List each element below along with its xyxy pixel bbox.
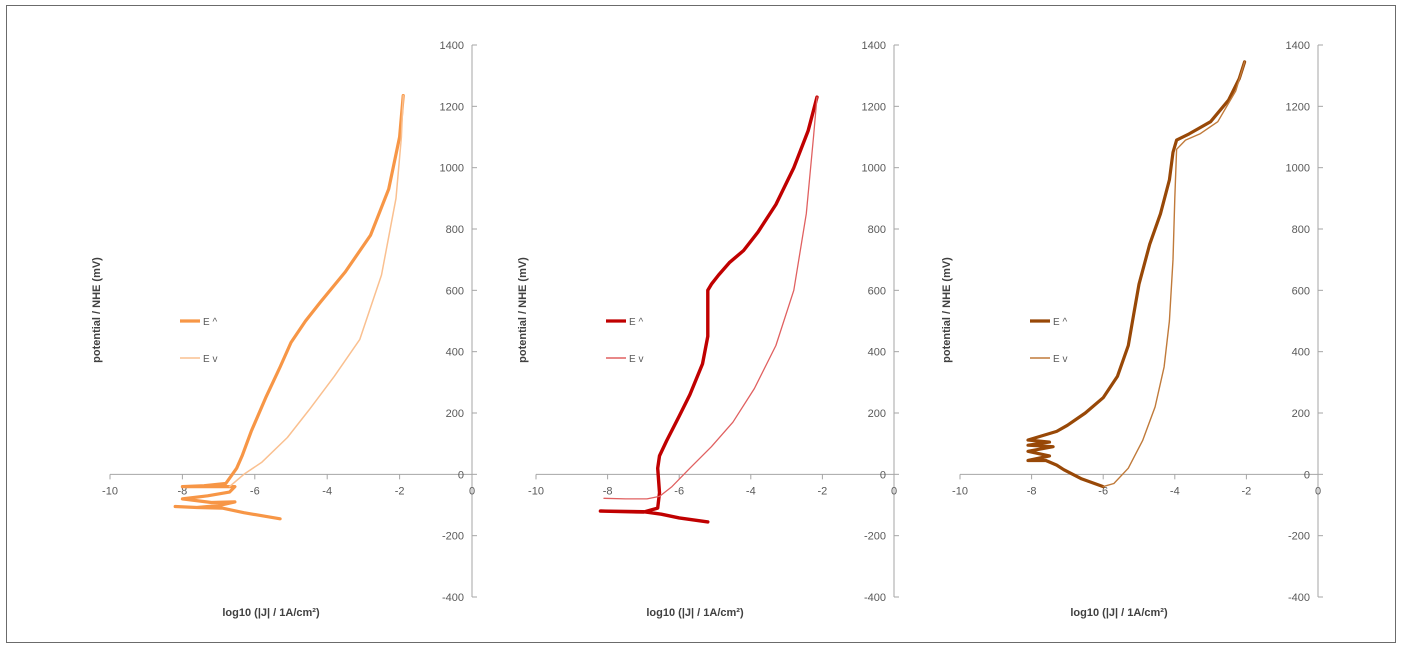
y-tick-label: 200 (446, 408, 464, 420)
legend-label: E ^ (629, 317, 643, 328)
y-tick-label: 800 (446, 224, 464, 236)
x-tick-label: -10 (952, 485, 968, 497)
y-tick-label: 200 (868, 408, 886, 420)
y-tick-label: -400 (864, 592, 886, 604)
chart-panel-3: -10 -8 -6 -4 -2 0 1400 1200 1000 800 600 400 200 0 -20… (941, 40, 1323, 619)
x-tick-label: -10 (528, 485, 544, 497)
x-tick-label: -2 (1242, 485, 1252, 497)
y-axis-title: potential / NHE (mV) (517, 257, 529, 363)
figure-frame (6, 5, 1396, 643)
y-tick-label: 1400 (440, 40, 464, 52)
series-line-1 (598, 95, 819, 524)
x-tick-label: 0 (891, 485, 897, 497)
y-tick-label: 600 (868, 285, 886, 297)
y-tick-label: 1200 (862, 101, 886, 113)
x-tick-label: -10 (102, 485, 118, 497)
x-axis-title: log10 (|J| / 1A/cm²) (222, 607, 320, 619)
legend-label: E ^ (203, 317, 217, 328)
y-tick-label: 0 (458, 469, 464, 481)
y-tick-label: 400 (1292, 347, 1310, 359)
legend-label: E ^ (1053, 317, 1067, 328)
y-tick-label: -200 (864, 531, 886, 543)
y-tick-label: 1000 (862, 163, 886, 175)
y-tick-label: 200 (1292, 408, 1310, 420)
y-tick-label: 600 (446, 285, 464, 297)
chart-panel-2: -10 -8 -6 -4 -2 0 1400 1200 1000 800 600 400 200 0 -20… (517, 40, 899, 619)
x-tick-label: -6 (250, 485, 260, 497)
y-tick-label: 400 (446, 347, 464, 359)
chart-panel-1: -10 -8 -6 -4 -2 0 1400 1200 1000 800 600 400 200 0 -20… (91, 40, 477, 619)
x-tick-label: -4 (322, 485, 332, 497)
x-tick-label: -2 (395, 485, 405, 497)
y-tick-label: 1200 (440, 101, 464, 113)
y-tick-label: 1200 (1286, 101, 1310, 113)
y-axis-title: potential / NHE (mV) (941, 257, 953, 363)
x-tick-label: 0 (469, 485, 475, 497)
y-tick-label: 1400 (1286, 40, 1310, 52)
x-tick-label: -4 (1170, 485, 1180, 497)
series-line-2 (228, 94, 404, 488)
y-tick-label: 0 (1304, 469, 1310, 481)
series-line-1 (1026, 60, 1247, 489)
x-tick-label: -8 (603, 485, 613, 497)
x-tick-label: -6 (1098, 485, 1108, 497)
y-tick-label: -400 (1288, 592, 1310, 604)
series-line-1 (173, 94, 405, 521)
series-line-2 (1102, 61, 1246, 488)
legend-label: E v (203, 354, 217, 365)
legend-label: E v (1053, 354, 1067, 365)
series-line-2 (603, 96, 818, 500)
y-tick-label: -200 (442, 531, 464, 543)
y-axis-title: potential / NHE (mV) (91, 257, 103, 363)
y-tick-label: 400 (868, 347, 886, 359)
y-tick-label: 600 (1292, 285, 1310, 297)
x-tick-label: -2 (818, 485, 828, 497)
x-tick-label: -6 (674, 485, 684, 497)
x-axis-title: log10 (|J| / 1A/cm²) (646, 607, 744, 619)
x-axis-title: log10 (|J| / 1A/cm²) (1070, 607, 1168, 619)
x-tick-label: 0 (1315, 485, 1321, 497)
y-tick-label: 1400 (862, 40, 886, 52)
x-tick-label: -8 (1027, 485, 1037, 497)
y-tick-label: 1000 (440, 163, 464, 175)
y-tick-label: -200 (1288, 531, 1310, 543)
y-tick-label: 1000 (1286, 163, 1310, 175)
x-tick-label: -8 (178, 485, 188, 497)
legend-label: E v (629, 354, 643, 365)
y-tick-label: 800 (868, 224, 886, 236)
y-tick-label: 0 (880, 469, 886, 481)
y-tick-label: -400 (442, 592, 464, 604)
y-tick-label: 800 (1292, 224, 1310, 236)
x-tick-label: -4 (746, 485, 756, 497)
